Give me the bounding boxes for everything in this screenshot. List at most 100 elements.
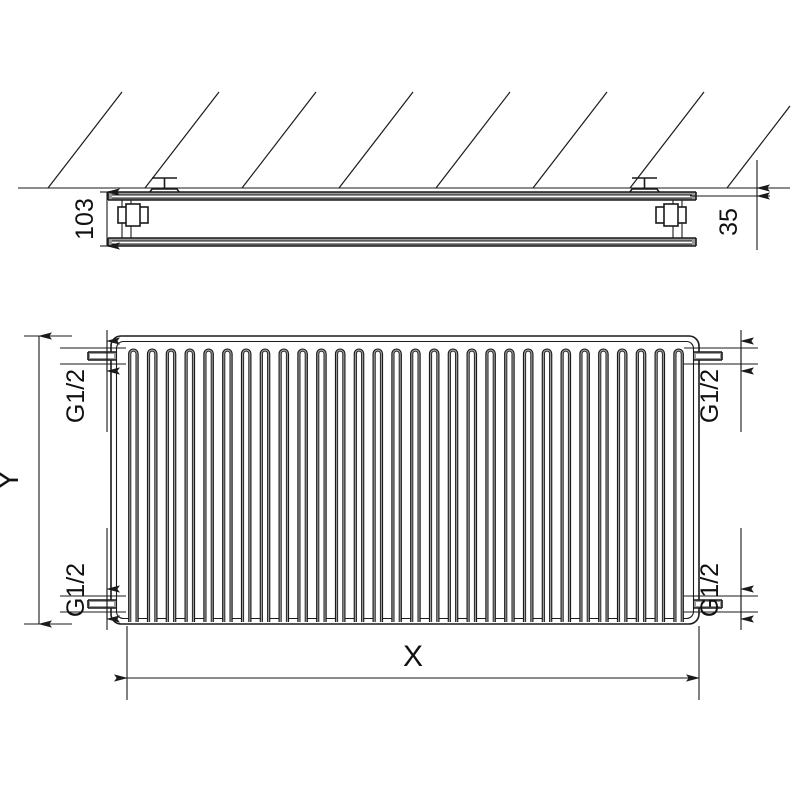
radiator-fin-inner: [600, 351, 606, 622]
radiator-fin-inner-outline: [675, 350, 682, 622]
wall-hatch-group: [47, 91, 791, 189]
radiator-section-body: [107, 191, 697, 247]
dimension-gap-35: 35: [690, 160, 770, 250]
radiator-front-inner-outline: [115, 340, 695, 620]
radiator-fin-outline: [522, 348, 534, 622]
pipe-stub-left-side: [117, 203, 149, 227]
radiator-fin-inner: [450, 351, 456, 622]
radiator-fin-inner-outline: [487, 350, 494, 622]
radiator-fin-inner-outline: [205, 350, 212, 622]
radiator-fin-outline: [203, 348, 214, 622]
radiator-fin-outline: [240, 348, 252, 622]
dimension-label-Y: Y: [0, 470, 25, 490]
radiator-fin-outline: [278, 348, 290, 622]
radiator-fin-inner: [506, 351, 512, 622]
radiator-fin-inner-outline: [280, 350, 287, 622]
radiator-fin-outline: [504, 348, 515, 622]
radiator-fin-inner: [375, 351, 381, 622]
radiator-fin-inner-outline: [656, 350, 663, 622]
radiator-fin-outline: [353, 348, 365, 622]
radiator-fin-inner-outline: [149, 350, 156, 622]
radiator-fin-inner-outline: [468, 350, 475, 622]
radiator-fin-outline: [128, 348, 139, 622]
radiator-fin-inner: [563, 351, 569, 622]
callout-thread-bottom-right: G1/2: [684, 528, 758, 630]
callout-thread-bottom-left: G1/2: [60, 528, 126, 630]
radiator-fin-inner: [619, 351, 625, 622]
radiator-fin-inner: [206, 351, 212, 622]
radiator-fin-outline: [428, 348, 440, 622]
radiator-fin-inner-outline: [506, 350, 513, 622]
radiator-fin-outline: [391, 348, 402, 622]
dimension-label-103: 103: [71, 198, 99, 240]
radiator-fin-group: [128, 348, 684, 622]
radiator-fin-inner: [224, 351, 230, 622]
radiator-fin-inner-outline: [186, 350, 193, 622]
radiator-fin-outline: [466, 348, 478, 622]
radiator-fin-outline: [673, 348, 684, 622]
radiator-fin-inner: [300, 351, 306, 622]
radiator-fin-inner: [187, 351, 193, 622]
radiator-fin-outline: [541, 348, 553, 622]
radiator-fin-inner-outline: [318, 350, 325, 622]
radiator-fin-inner: [168, 351, 174, 622]
radiator-fin-inner-outline: [450, 350, 456, 622]
radiator-fin-outline: [316, 348, 327, 622]
radiator-fin-inner: [318, 351, 324, 622]
radiator-fin-outline: [297, 348, 308, 622]
radiator-fin-outline: [579, 348, 590, 622]
dimension-label-35: 35: [715, 208, 743, 236]
pipe-stub-bottom-right: [694, 599, 723, 609]
radiator-fin-inner: [657, 351, 663, 622]
dimension-height-Y: Y: [0, 332, 72, 628]
radiator-fin-inner-outline: [356, 350, 362, 622]
radiator-fin-inner: [281, 351, 287, 622]
radiator-fin-outline: [654, 348, 666, 622]
radiator-fin-inner: [431, 351, 437, 622]
callout-thread-top-right: G1/2: [684, 330, 758, 432]
radiator-fin-inner-outline: [262, 350, 268, 622]
radiator-fin-inner: [130, 351, 136, 622]
thread-label-top-left: G1/2: [62, 369, 90, 423]
radiator-fin-inner-outline: [393, 350, 400, 622]
radiator-fin-inner-outline: [638, 350, 644, 622]
radiator-fin-inner: [638, 351, 644, 622]
radiator-fin-outline: [447, 348, 459, 622]
radiator-fin-outline: [635, 348, 647, 622]
radiator-fin-inner-outline: [224, 350, 231, 622]
radiator-fin-outline: [184, 348, 196, 622]
radiator-fin-inner: [676, 351, 682, 622]
radiator-fin-outline: [372, 348, 384, 622]
radiator-fin-inner: [488, 351, 494, 622]
dimension-depth-103: 103: [71, 188, 120, 250]
radiator-fin-outline: [560, 348, 572, 622]
radiator-fin-inner-outline: [374, 350, 381, 622]
radiator-fin-inner: [243, 351, 249, 622]
radiator-fin-inner-outline: [337, 350, 344, 622]
pipe-stub-right-side: [655, 203, 687, 227]
callout-thread-top-left: G1/2: [60, 330, 126, 432]
radiator-fin-inner-outline: [544, 350, 550, 622]
radiator-fin-inner-outline: [299, 350, 306, 622]
radiator-fin-outline: [616, 348, 628, 622]
thread-label-bottom-left: G1/2: [62, 563, 90, 617]
radiator-fin-inner-outline: [581, 350, 588, 622]
radiator-fin-inner: [262, 351, 268, 622]
radiator-fin-inner-outline: [130, 350, 137, 622]
radiator-fin-outline: [410, 348, 421, 622]
radiator-fin-inner: [337, 351, 343, 622]
radiator-fin-outline: [165, 348, 177, 622]
radiator-fin-inner: [149, 351, 155, 622]
radiator-fin-inner: [525, 351, 531, 622]
thread-label-top-right: G1/2: [696, 369, 724, 423]
front-elevation-view: G1/2 G1/2 G1/2: [0, 330, 758, 700]
dimension-label-X: X: [403, 640, 423, 673]
radiator-fin-inner: [356, 351, 362, 622]
radiator-fin-inner-outline: [600, 350, 607, 622]
radiator-fin-inner-outline: [412, 350, 419, 622]
thread-label-bottom-right: G1/2: [696, 563, 724, 617]
dimension-width-X: X: [114, 626, 700, 700]
radiator-fin-inner: [544, 351, 550, 622]
